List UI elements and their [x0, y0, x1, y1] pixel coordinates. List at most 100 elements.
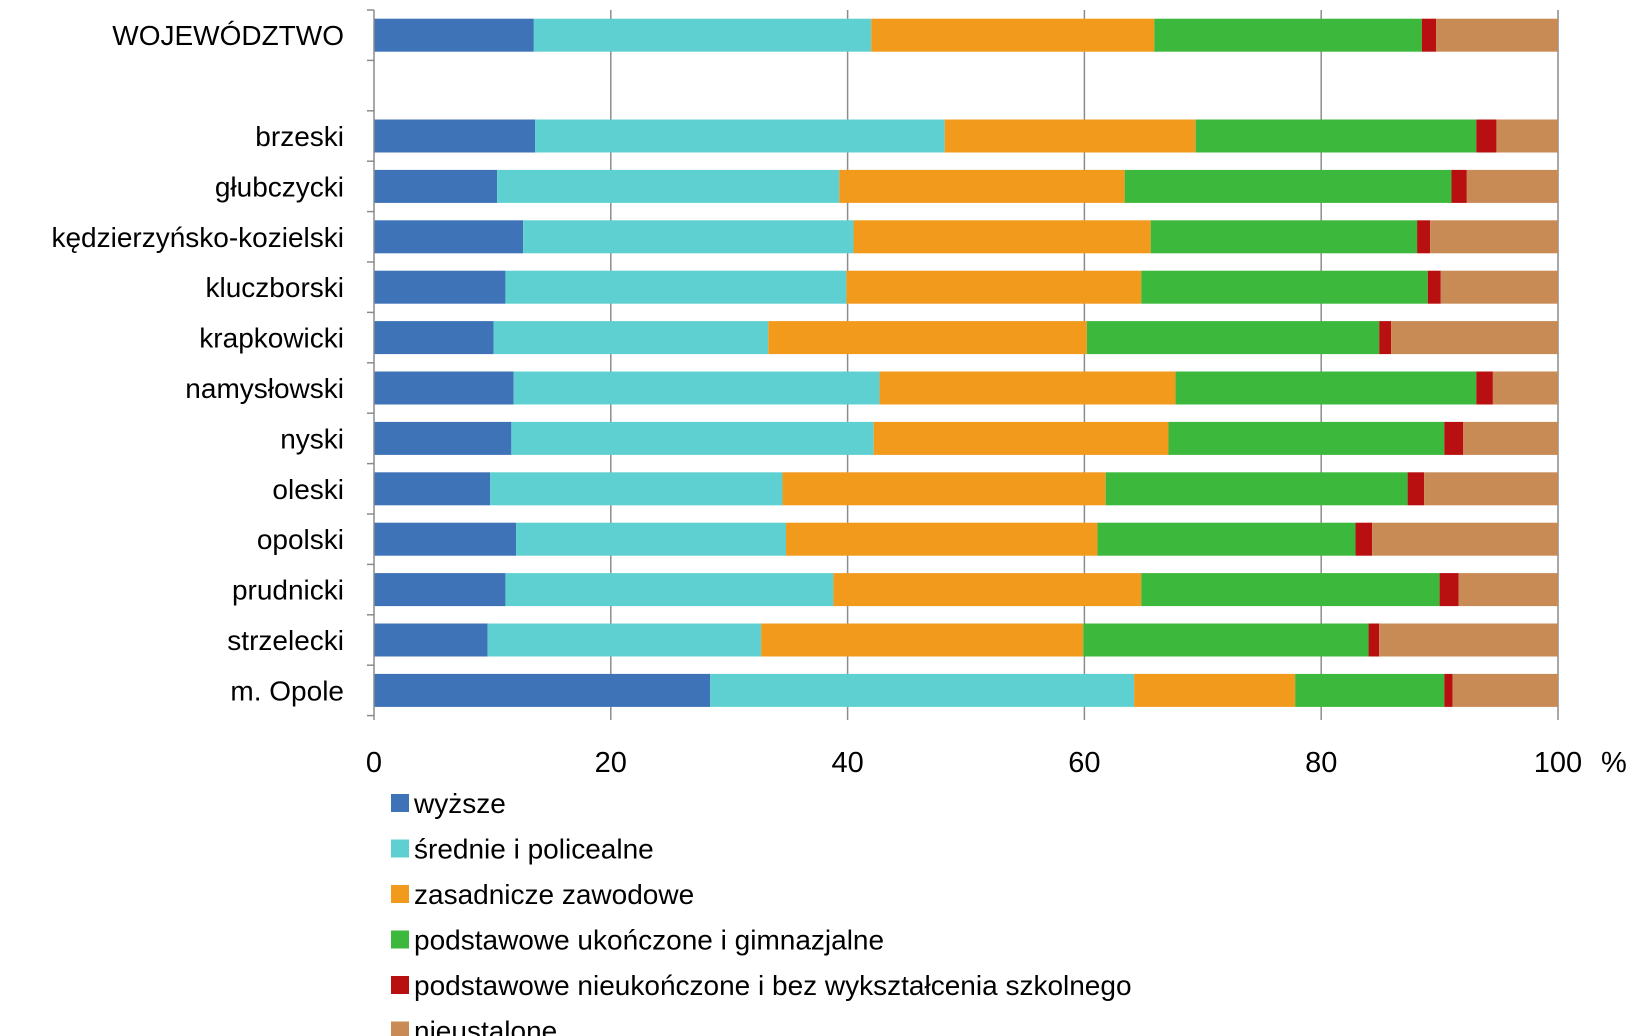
bar-segment-row-10-series-1	[516, 522, 787, 556]
bar-segment-row-11-series-3	[1141, 573, 1440, 607]
bar-segment-row-5-series-3	[1141, 270, 1428, 304]
category-label: m. Opole	[230, 675, 344, 706]
bar-segment-row-5-series-1	[505, 270, 847, 304]
bar-segment-row-11-series-4	[1439, 573, 1459, 607]
legend-swatch	[391, 885, 409, 903]
bar-segment-row-8-series-3	[1168, 421, 1445, 455]
bar-segment-row-6-series-3	[1086, 321, 1380, 355]
bar-segment-row-3-series-4	[1451, 169, 1467, 203]
bars	[374, 18, 1558, 707]
bar-segment-row-7-series-0	[374, 371, 514, 405]
bar-segment-row-13-series-3	[1295, 673, 1445, 707]
legend-label: zasadnicze zawodowe	[414, 879, 694, 910]
bar-segment-row-5-series-2	[846, 270, 1142, 304]
bar-segment-row-6-series-0	[374, 321, 494, 355]
category-label: opolski	[257, 524, 344, 555]
bar-segment-row-0-series-5	[1436, 18, 1558, 52]
x-tick-label: 100	[1534, 747, 1582, 779]
x-tick-label: 80	[1305, 747, 1337, 779]
bar-segment-row-7-series-1	[513, 371, 880, 405]
category-label: namysłowski	[185, 373, 344, 404]
x-tick-label: 20	[595, 747, 627, 779]
bar-segment-row-5-series-4	[1427, 270, 1441, 304]
legend-label: podstawowe ukończone i gimnazjalne	[414, 925, 884, 956]
gridlines	[610, 10, 1559, 712]
legend: wyższe średnie i policealne zasadnicze zaw…	[391, 788, 1132, 1036]
bar-segment-row-3-series-1	[497, 169, 840, 203]
bar-segment-row-4-series-2	[853, 220, 1151, 254]
axes	[367, 9, 1559, 720]
category-label: brzeski	[255, 121, 344, 152]
bar-segment-row-8-series-2	[873, 421, 1169, 455]
bar-segment-row-10-series-3	[1097, 522, 1356, 556]
bar-segment-row-2-series-1	[535, 119, 945, 153]
bar-segment-row-6-series-1	[493, 321, 769, 355]
bar-segment-row-4-series-5	[1430, 220, 1558, 254]
legend-swatch	[391, 976, 409, 994]
category-label: oleski	[272, 474, 344, 505]
legend-swatch	[391, 930, 409, 949]
category-label: nyski	[280, 423, 344, 454]
bar-segment-row-12-series-2	[761, 623, 1084, 657]
bar-segment-row-4-series-0	[374, 220, 524, 254]
bar-segment-row-9-series-1	[490, 472, 783, 506]
bar-segment-row-2-series-4	[1476, 119, 1497, 153]
category-labels: WOJEWÓDZTWO brzeski głubczycki kędzierzyńsk…	[51, 20, 344, 706]
bar-segment-row-8-series-0	[374, 421, 512, 455]
bar-segment-row-3-series-3	[1124, 169, 1452, 203]
bar-segment-row-3-series-2	[839, 169, 1125, 203]
bar-segment-row-10-series-5	[1372, 522, 1558, 556]
category-label: krapkowicki	[199, 323, 344, 354]
category-label: kędzierzyńsko-kozielski	[51, 222, 344, 253]
bar-segment-row-9-series-2	[782, 472, 1106, 506]
bar-segment-row-9-series-4	[1407, 472, 1425, 506]
bar-segment-row-9-series-3	[1105, 472, 1408, 506]
bar-segment-row-2-series-3	[1195, 119, 1477, 153]
bar-segment-row-13-series-0	[374, 673, 711, 707]
bar-segment-row-0-series-1	[533, 18, 872, 52]
bar-segment-row-4-series-3	[1150, 220, 1418, 254]
bar-segment-row-13-series-5	[1452, 673, 1558, 707]
legend-swatch	[391, 794, 409, 812]
bar-segment-row-8-series-5	[1463, 421, 1558, 455]
category-label: strzelecki	[227, 625, 344, 656]
bar-segment-row-0-series-3	[1154, 18, 1422, 52]
bar-segment-row-5-series-0	[374, 270, 506, 304]
bar-segment-row-3-series-5	[1466, 169, 1558, 203]
legend-label: wyższe	[413, 788, 506, 819]
x-tick-labels: 0 20 40 60 80 100%	[366, 747, 1627, 779]
category-label: prudnicki	[232, 575, 344, 606]
legend-label: podstawowe nieukończone i bez wykształce…	[414, 970, 1132, 1001]
bar-segment-row-12-series-0	[374, 623, 488, 657]
bar-segment-row-0-series-2	[871, 18, 1155, 52]
bar-segment-row-6-series-2	[768, 321, 1087, 355]
bar-segment-row-0-series-4	[1421, 18, 1437, 52]
bar-segment-row-11-series-1	[505, 573, 834, 607]
x-tick-label: 40	[831, 747, 863, 779]
bar-segment-row-3-series-0	[374, 169, 498, 203]
category-label: WOJEWÓDZTWO	[112, 20, 344, 51]
x-tick-label: 60	[1068, 747, 1100, 779]
bar-segment-row-0-series-0	[374, 18, 534, 52]
bar-segment-row-5-series-5	[1440, 270, 1558, 304]
category-label: kluczborski	[206, 272, 344, 303]
bar-segment-row-9-series-0	[374, 472, 491, 506]
bar-segment-row-7-series-3	[1175, 371, 1477, 405]
bar-segment-row-13-series-2	[1134, 673, 1296, 707]
bar-segment-row-12-series-5	[1379, 623, 1558, 657]
legend-label: średnie i policealne	[414, 834, 654, 865]
bar-segment-row-13-series-1	[710, 673, 1135, 707]
category-label: głubczycki	[215, 171, 344, 202]
bar-segment-row-4-series-4	[1417, 220, 1431, 254]
x-unit-label: %	[1601, 747, 1627, 779]
bar-segment-row-9-series-5	[1424, 472, 1558, 506]
bar-segment-row-2-series-5	[1496, 119, 1558, 153]
bar-segment-row-6-series-5	[1391, 321, 1558, 355]
legend-swatch	[391, 839, 409, 858]
bar-segment-row-7-series-5	[1492, 371, 1558, 405]
x-tick-label: 0	[366, 747, 382, 779]
bar-segment-row-8-series-1	[511, 421, 874, 455]
bar-segment-row-2-series-2	[944, 119, 1196, 153]
legend-swatch	[391, 1021, 409, 1036]
legend-label: nieustalone	[414, 1016, 557, 1036]
